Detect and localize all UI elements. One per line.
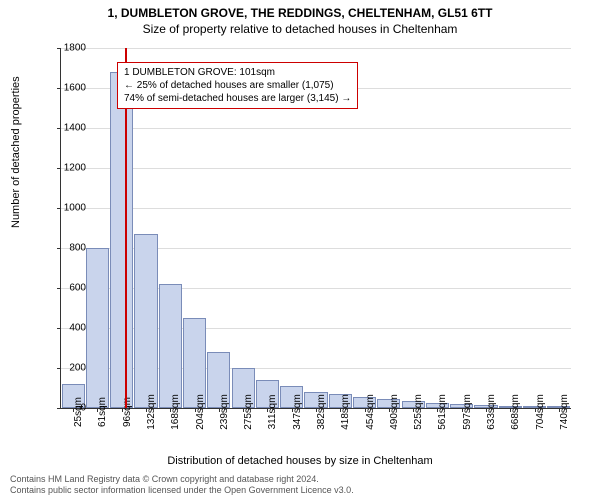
x-tick-label: 239sqm xyxy=(219,394,230,430)
annotation-line: ← 25% of detached houses are smaller (1,… xyxy=(124,79,351,92)
x-tick-label: 168sqm xyxy=(170,394,181,430)
histogram-bar xyxy=(110,72,133,408)
histogram-bar xyxy=(159,284,182,408)
y-tick-label: 1800 xyxy=(46,43,86,54)
annotation-line: 1 DUMBLETON GROVE: 101sqm xyxy=(124,66,351,79)
footer-line2: Contains public sector information licen… xyxy=(10,485,354,496)
x-tick-label: 597sqm xyxy=(462,394,473,430)
y-tick-label: 0 xyxy=(46,403,86,414)
y-tick-label: 1000 xyxy=(46,203,86,214)
footer-line1: Contains HM Land Registry data © Crown c… xyxy=(10,474,354,485)
y-tick-label: 400 xyxy=(46,323,86,334)
x-tick-label: 561sqm xyxy=(437,394,448,430)
gridline xyxy=(61,128,571,129)
y-tick-label: 800 xyxy=(46,243,86,254)
y-tick-label: 600 xyxy=(46,283,86,294)
x-tick-label: 490sqm xyxy=(389,394,400,430)
x-tick-label: 525sqm xyxy=(413,394,424,430)
x-tick-label: 633sqm xyxy=(486,394,497,430)
gridline xyxy=(61,168,571,169)
chart-area: 25sqm61sqm96sqm132sqm168sqm204sqm239sqm2… xyxy=(60,48,570,408)
histogram-bar xyxy=(134,234,157,408)
x-tick-label: 454sqm xyxy=(365,394,376,430)
chart-container: 1, DUMBLETON GROVE, THE REDDINGS, CHELTE… xyxy=(0,0,600,500)
x-tick-label: 740sqm xyxy=(559,394,570,430)
x-tick-label: 204sqm xyxy=(195,394,206,430)
annotation-box: 1 DUMBLETON GROVE: 101sqm← 25% of detach… xyxy=(117,62,358,109)
x-tick-label: 311sqm xyxy=(267,395,278,430)
y-tick-label: 1200 xyxy=(46,163,86,174)
y-tick-label: 1600 xyxy=(46,83,86,94)
y-tick-label: 200 xyxy=(46,363,86,374)
annotation-line: 74% of semi-detached houses are larger (… xyxy=(124,92,351,105)
x-tick-label: 668sqm xyxy=(510,394,521,430)
gridline xyxy=(61,48,571,49)
x-tick-label: 382sqm xyxy=(316,394,327,430)
x-tick-label: 704sqm xyxy=(535,394,546,430)
x-tick-label: 61sqm xyxy=(97,397,108,427)
x-tick-label: 132sqm xyxy=(146,394,157,430)
chart-title-sub: Size of property relative to detached ho… xyxy=(0,20,600,36)
y-tick-label: 1400 xyxy=(46,123,86,134)
y-axis-label: Number of detached properties xyxy=(10,76,22,228)
gridline xyxy=(61,208,571,209)
plot-region: 25sqm61sqm96sqm132sqm168sqm204sqm239sqm2… xyxy=(60,48,571,409)
x-tick-label: 347sqm xyxy=(292,394,303,430)
footer-attribution: Contains HM Land Registry data © Crown c… xyxy=(10,474,354,496)
chart-title-main: 1, DUMBLETON GROVE, THE REDDINGS, CHELTE… xyxy=(0,0,600,20)
x-tick-label: 418sqm xyxy=(340,394,351,430)
histogram-bar xyxy=(86,248,109,408)
x-tick-label: 275sqm xyxy=(243,394,254,430)
x-axis-label: Distribution of detached houses by size … xyxy=(0,455,600,467)
